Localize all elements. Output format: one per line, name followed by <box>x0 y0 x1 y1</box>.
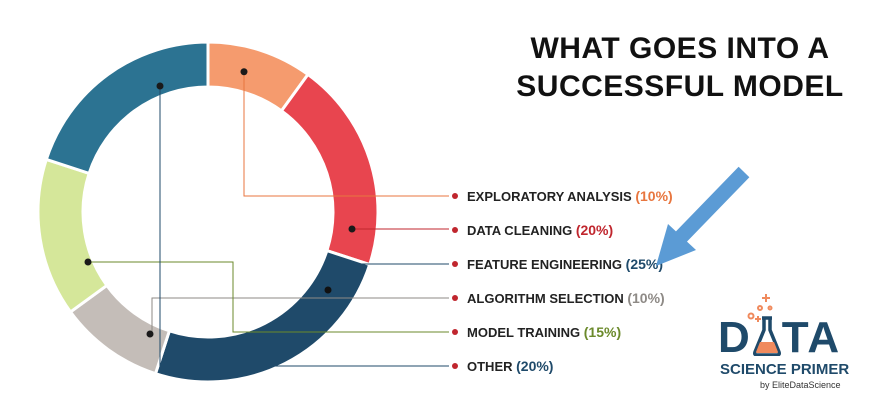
leader-line-feature-engineering <box>327 263 449 290</box>
legend-dot-exploratory-analysis <box>452 193 458 199</box>
leader-line-exploratory-analysis <box>243 71 449 197</box>
legend-dot-other <box>452 363 458 369</box>
flask-icon <box>752 316 782 357</box>
legend-label-exploratory-analysis: EXPLORATORY ANALYSIS (10%) <box>467 188 673 204</box>
legend-value-other: (20%) <box>516 358 553 374</box>
logo-word: D TA <box>718 316 841 360</box>
legend-label-feature-engineering: FEATURE ENGINEERING (25%) <box>467 256 663 272</box>
data-science-primer-logo: D TA SCIENCE PRIMER by EliteDataScience <box>718 290 868 400</box>
slice-marker-algorithm-selection <box>146 330 154 338</box>
chart-title-line2: SUCCESSFUL MODEL <box>516 70 844 103</box>
legend: EXPLORATORY ANALYSIS (10%) DATA CLEANING … <box>467 188 673 374</box>
legend-value-data-cleaning: (20%) <box>576 222 613 238</box>
slice-feature-engineering <box>153 248 372 384</box>
slice-marker-feature-engineering <box>324 286 332 294</box>
legend-label-model-training: MODEL TRAINING (15%) <box>467 324 621 340</box>
slice-model-training <box>36 157 109 315</box>
arrow-shaft <box>674 166 750 244</box>
logo-subtitle: SCIENCE PRIMER <box>720 361 850 378</box>
chart-title-line1: WHAT GOES INTO A <box>530 32 830 65</box>
slice-marker-other <box>156 82 164 90</box>
flask-bubbles-icon <box>747 294 773 322</box>
slice-marker-exploratory-analysis <box>240 68 248 76</box>
legend-dot-feature-engineering <box>452 261 458 267</box>
legend-value-algorithm-selection: (10%) <box>627 290 664 306</box>
logo-byline: by EliteDataScience <box>760 380 841 390</box>
leader-lines <box>84 68 458 369</box>
legend-dot-data-cleaning <box>452 227 458 233</box>
leader-line-other <box>159 86 449 367</box>
logo-word-left: D <box>718 313 752 362</box>
legend-label-other: OTHER (20%) <box>467 358 553 374</box>
legend-label-algorithm-selection: ALGORITHM SELECTION (10%) <box>467 290 665 306</box>
arrow-head <box>656 224 696 266</box>
pointer-arrow <box>656 166 750 266</box>
slice-marker-data-cleaning <box>348 225 356 233</box>
chart-title: WHAT GOES INTO A SUCCESSFUL MODEL <box>500 30 860 106</box>
slice-data-cleaning <box>279 72 380 267</box>
donut-slices <box>36 40 380 384</box>
legend-dot-model-training <box>452 329 458 335</box>
legend-value-exploratory-analysis: (10%) <box>635 188 672 204</box>
flask-shape <box>752 316 781 357</box>
slice-marker-model-training <box>84 258 92 266</box>
slice-other <box>44 40 210 176</box>
logo-word-right: TA <box>781 313 842 362</box>
legend-label-data-cleaning: DATA CLEANING (20%) <box>467 222 613 238</box>
legend-value-model-training: (15%) <box>584 324 621 340</box>
legend-dot-algorithm-selection <box>452 295 458 301</box>
legend-value-feature-engineering: (25%) <box>626 256 663 272</box>
